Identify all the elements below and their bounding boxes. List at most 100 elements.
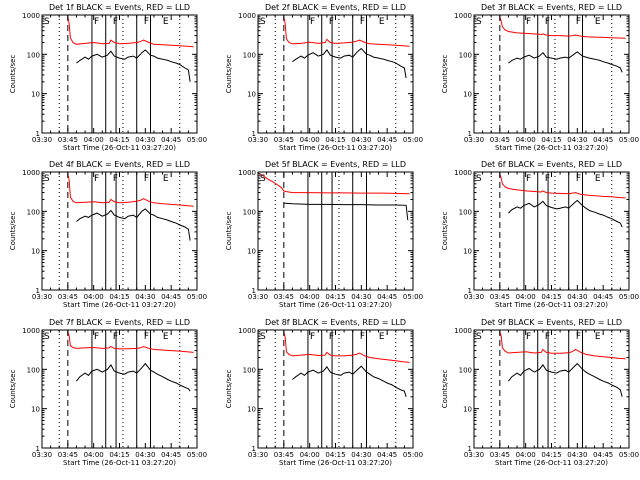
y-axis-label: Counts/sec bbox=[9, 212, 17, 251]
interval-marker-label: F bbox=[144, 17, 149, 27]
chart-panel-5: Det 5f BLACK = Events, RED = LLD 1 10 100 10… bbox=[225, 160, 423, 309]
y-tick-label: 1 bbox=[252, 287, 256, 295]
x-tick-label: 05:00 bbox=[187, 136, 207, 144]
chart-panel-4: Det 4f BLACK = Events, RED = LLD 1 10 100 10… bbox=[9, 160, 207, 309]
x-tick-label: 04:45 bbox=[161, 136, 181, 144]
y-tick-label: 10 bbox=[31, 406, 40, 414]
y-tick-label: 1 bbox=[36, 445, 40, 453]
x-tick-label: 04:15 bbox=[325, 451, 345, 459]
y-tick-label: 1 bbox=[36, 287, 40, 295]
interval-marker-label: F bbox=[545, 174, 550, 184]
x-tick-label: 03:45 bbox=[490, 293, 510, 301]
y-tick-label: 1 bbox=[252, 445, 256, 453]
x-tick-label: 03:45 bbox=[274, 451, 294, 459]
series-line-events bbox=[292, 365, 407, 397]
interval-marker-label: E bbox=[163, 17, 169, 27]
interval-marker-label: E bbox=[379, 17, 385, 27]
interval-marker-label: F bbox=[360, 17, 365, 27]
y-axis-label: Counts/sec bbox=[441, 212, 449, 251]
interval-marker-label: S bbox=[44, 174, 50, 184]
interval-marker-label: F bbox=[94, 174, 99, 184]
y-axis-label: Counts/sec bbox=[225, 370, 233, 409]
x-tick-label: 04:00 bbox=[300, 136, 320, 144]
x-tick-label: 04:00 bbox=[300, 293, 320, 301]
series-line-lld bbox=[67, 16, 194, 48]
x-tick-label: 03:30 bbox=[248, 451, 268, 459]
interval-marker-label: E bbox=[163, 174, 169, 184]
interval-marker-label: E bbox=[163, 332, 169, 342]
y-axis-label: Counts/sec bbox=[9, 370, 17, 409]
interval-marker-label: S bbox=[260, 174, 266, 184]
y-tick-label: 100 bbox=[459, 51, 472, 59]
series-line-lld bbox=[283, 16, 410, 47]
chart-panel-3: Det 3f BLACK = Events, RED = LLD 1 10 100 10… bbox=[441, 3, 639, 152]
chart-panel-8: Det 8f BLACK = Events, RED = LLD 1 10 100 10… bbox=[225, 318, 423, 467]
y-tick-label: 1000 bbox=[238, 169, 256, 177]
x-tick-label: 04:15 bbox=[325, 293, 345, 301]
x-tick-label: 05:00 bbox=[403, 293, 423, 301]
y-tick-label: 100 bbox=[459, 366, 472, 374]
x-tick-label: 04:00 bbox=[84, 451, 104, 459]
x-tick-label: 04:45 bbox=[377, 136, 397, 144]
x-axis-label: Start Time (26-Oct-11 03:27:20) bbox=[63, 459, 176, 467]
series-line-events bbox=[76, 208, 191, 241]
chart-title: Det 1f BLACK = Events, RED = LLD bbox=[49, 3, 190, 12]
chart-title: Det 7f BLACK = Events, RED = LLD bbox=[49, 318, 190, 327]
x-tick-label: 04:00 bbox=[84, 136, 104, 144]
x-tick-label: 04:15 bbox=[109, 136, 129, 144]
x-tick-label: 03:30 bbox=[464, 136, 484, 144]
x-tick-label: 04:30 bbox=[567, 136, 587, 144]
interval-marker-label: S bbox=[44, 17, 50, 27]
interval-marker-label: S bbox=[476, 174, 482, 184]
y-tick-label: 1000 bbox=[22, 327, 40, 335]
x-axis-label: Start Time (26-Oct-11 03:27:20) bbox=[279, 144, 392, 152]
series-line-events bbox=[508, 362, 623, 397]
x-tick-label: 04:45 bbox=[161, 451, 181, 459]
y-tick-label: 100 bbox=[459, 208, 472, 216]
interval-marker-label: F bbox=[576, 17, 581, 27]
series-line-lld bbox=[499, 331, 626, 360]
chart-title: Det 5f BLACK = Events, RED = LLD bbox=[265, 160, 406, 169]
x-tick-label: 04:15 bbox=[541, 293, 561, 301]
x-tick-label: 04:00 bbox=[84, 293, 104, 301]
chart-panel-2: Det 2f BLACK = Events, RED = LLD 1 10 100 10… bbox=[225, 3, 423, 152]
x-tick-label: 04:30 bbox=[351, 293, 371, 301]
interval-marker-label: F bbox=[113, 17, 118, 27]
x-tick-label: 04:00 bbox=[516, 451, 536, 459]
x-tick-label: 03:30 bbox=[464, 451, 484, 459]
x-tick-label: 04:30 bbox=[351, 451, 371, 459]
chart-title: Det 2f BLACK = Events, RED = LLD bbox=[265, 3, 406, 12]
interval-marker-label: F bbox=[329, 17, 334, 27]
y-tick-label: 100 bbox=[243, 51, 256, 59]
x-tick-label: 05:00 bbox=[619, 451, 639, 459]
x-tick-label: 04:30 bbox=[135, 136, 155, 144]
x-tick-label: 03:45 bbox=[58, 293, 78, 301]
chart-title: Det 6f BLACK = Events, RED = LLD bbox=[481, 160, 622, 169]
y-tick-label: 100 bbox=[243, 208, 256, 216]
interval-marker-label: F bbox=[94, 332, 99, 342]
x-tick-label: 04:30 bbox=[351, 136, 371, 144]
x-tick-label: 03:30 bbox=[32, 451, 52, 459]
chart-panel-7: Det 7f BLACK = Events, RED = LLD 1 10 100 10… bbox=[9, 318, 207, 467]
series-line-events bbox=[508, 199, 623, 228]
x-tick-label: 04:00 bbox=[516, 293, 536, 301]
x-axis-label: Start Time (26-Oct-11 03:27:20) bbox=[495, 301, 608, 309]
interval-marker-label: F bbox=[144, 332, 149, 342]
y-tick-label: 1000 bbox=[454, 169, 472, 177]
interval-marker-label: E bbox=[595, 174, 601, 184]
x-axis-label: Start Time (26-Oct-11 03:27:20) bbox=[279, 301, 392, 309]
x-tick-label: 05:00 bbox=[403, 136, 423, 144]
series-line-lld bbox=[499, 16, 626, 39]
interval-marker-label: F bbox=[360, 332, 365, 342]
y-tick-label: 1000 bbox=[454, 327, 472, 335]
interval-marker-label: S bbox=[260, 332, 266, 342]
series-line-events bbox=[283, 202, 409, 221]
x-tick-label: 04:45 bbox=[161, 293, 181, 301]
x-tick-label: 04:15 bbox=[325, 136, 345, 144]
x-tick-label: 03:45 bbox=[274, 136, 294, 144]
x-tick-label: 04:00 bbox=[516, 136, 536, 144]
interval-marker-label: F bbox=[576, 174, 581, 184]
y-tick-label: 10 bbox=[247, 406, 256, 414]
